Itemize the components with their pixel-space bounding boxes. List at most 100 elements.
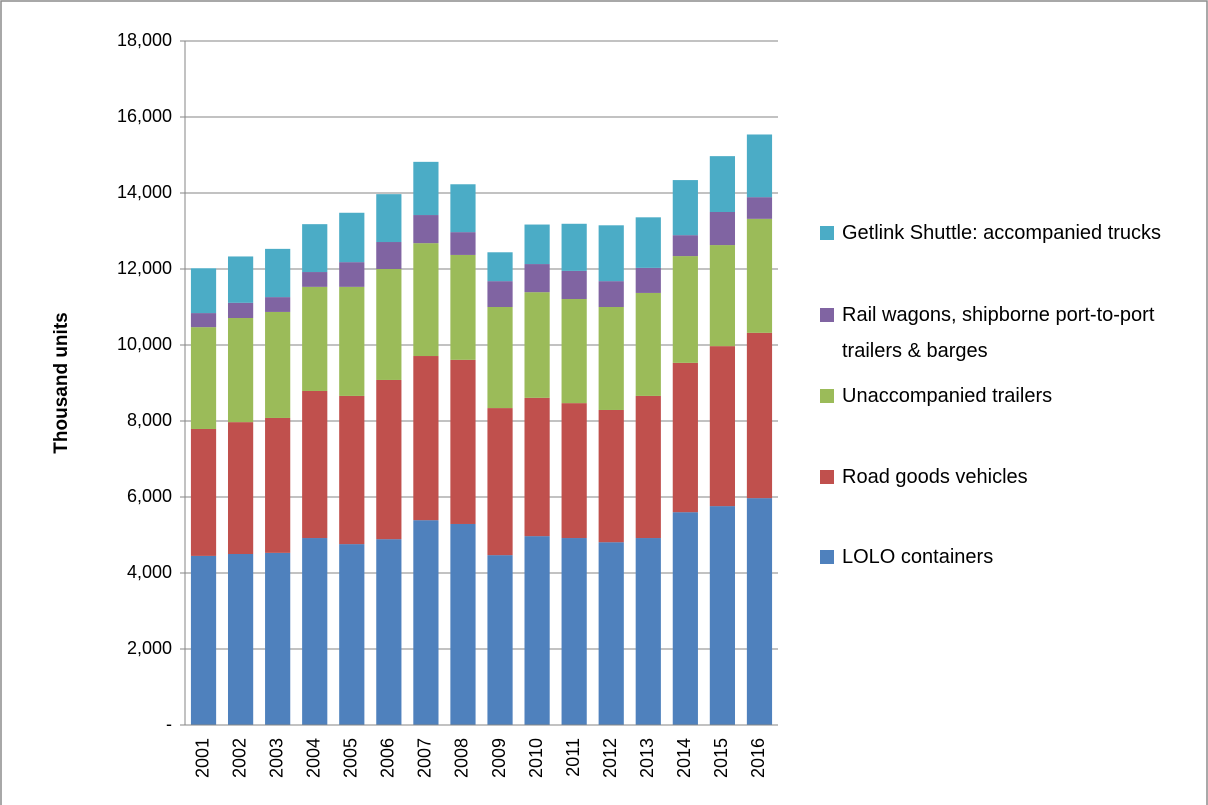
y-tick-label: 6,000	[127, 486, 172, 506]
bar-segment	[376, 194, 402, 243]
x-tick-label: 2006	[378, 738, 398, 778]
bar-segment	[635, 267, 661, 293]
bar-segment	[672, 256, 698, 363]
y-tick-label: 18,000	[117, 30, 172, 50]
bar-segment	[227, 318, 254, 423]
x-tick-label: 2016	[748, 738, 768, 778]
bar-segment	[598, 542, 624, 725]
x-tick-label: 2001	[192, 738, 212, 778]
legend-item: Unaccompanied trailers	[820, 378, 1180, 414]
bar-segment	[376, 539, 402, 725]
bar-segment	[672, 180, 698, 236]
x-tick-label: 2008	[452, 738, 472, 778]
legend-item: LOLO containers	[820, 539, 1180, 575]
bar-segment	[227, 256, 254, 303]
bar-segment	[672, 235, 698, 257]
bar-segment	[561, 538, 587, 725]
bar-segment	[487, 408, 513, 556]
bar-segment	[450, 523, 476, 725]
bar-segment	[227, 554, 254, 725]
x-tick-label: 2014	[674, 738, 694, 778]
bar-segment	[598, 225, 624, 282]
bar-segment	[450, 184, 476, 233]
legend-swatch	[820, 470, 834, 484]
bar-segment	[413, 161, 439, 216]
bar-segment	[302, 538, 328, 725]
legend-label: Rail wagons, shipborne port-to-port trai…	[842, 304, 1155, 362]
bar-segment	[709, 346, 736, 507]
bar-segment	[413, 215, 439, 244]
bar-segment	[672, 362, 698, 513]
bar-segment	[635, 395, 661, 539]
bar-segment	[635, 538, 661, 725]
legend-label: Getlink Shuttle: accompanied trucks	[842, 222, 1162, 244]
legend-item: Road goods vehicles	[820, 459, 1180, 495]
bar-segment	[339, 262, 365, 287]
bar-segment	[450, 232, 476, 255]
x-tick-label: 2011	[563, 738, 583, 777]
bar-segment	[746, 332, 773, 499]
x-tick-label: 2005	[341, 738, 361, 778]
bar-segment	[524, 292, 550, 398]
bar-segment	[524, 224, 550, 265]
legend-label: Unaccompanied trailers	[842, 385, 1053, 407]
bar-segment	[746, 498, 773, 725]
legend-label: Road goods vehicles	[842, 466, 1028, 488]
bar-segment	[746, 218, 773, 333]
bar-segment	[339, 544, 365, 725]
bar-segment	[746, 197, 773, 219]
legend-item: Rail wagons, shipborne port-to-port trai…	[820, 297, 1180, 369]
bar-segment	[265, 417, 291, 553]
bar-segment	[672, 512, 698, 725]
bar-segment	[190, 313, 217, 328]
bar-segment	[561, 299, 587, 404]
bar-segment	[450, 254, 476, 360]
bar-segment	[561, 223, 587, 271]
bar-segment	[265, 552, 291, 725]
x-tick-label: 2007	[415, 738, 435, 778]
bar-segment	[339, 395, 365, 545]
bar-segment	[265, 311, 291, 418]
bar-segment	[598, 307, 624, 410]
bar-segment	[302, 272, 328, 287]
x-tick-label: 2004	[303, 738, 323, 778]
bar-segment	[487, 555, 513, 725]
legend-swatch	[820, 389, 834, 403]
x-tick-label: 2015	[711, 738, 731, 778]
y-tick-label: -	[166, 714, 172, 734]
bar-segment	[487, 252, 513, 282]
bar-segment	[709, 506, 736, 725]
x-tick-label: 2003	[266, 738, 286, 778]
bar-segment	[450, 359, 476, 524]
bar-segment	[339, 212, 365, 263]
bar-segment	[598, 409, 624, 543]
bar-segment	[265, 297, 291, 312]
bar-segment	[190, 327, 217, 429]
bar-segment	[524, 264, 550, 293]
bar-segment	[487, 281, 513, 307]
y-tick-label: 8,000	[127, 410, 172, 430]
legend-item: Getlink Shuttle: accompanied trucks	[820, 215, 1180, 251]
bar-segment	[190, 268, 217, 314]
y-tick-label: 2,000	[127, 638, 172, 658]
bar-segment	[413, 520, 439, 725]
x-tick-label: 2009	[489, 738, 509, 778]
bar-segment	[524, 397, 550, 537]
y-tick-label: 4,000	[127, 562, 172, 582]
y-tick-label: 12,000	[117, 258, 172, 278]
bar-segment	[190, 555, 217, 725]
legend-swatch	[820, 226, 834, 240]
y-tick-label: 10,000	[117, 334, 172, 354]
x-tick-label: 2013	[637, 738, 657, 778]
bar-segment	[190, 428, 217, 556]
legend-label: LOLO containers	[842, 546, 994, 568]
bar-segment	[227, 422, 254, 554]
x-tick-label: 2002	[229, 738, 249, 778]
y-tick-label: 14,000	[117, 182, 172, 202]
bar-segment	[524, 536, 550, 725]
bar-segment	[376, 379, 402, 540]
bar-segment	[709, 156, 736, 212]
bar-segment	[302, 224, 328, 273]
